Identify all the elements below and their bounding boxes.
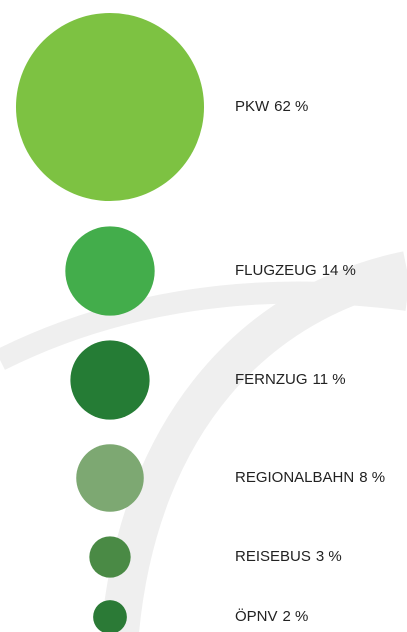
bubble-label: FERNZUG 11 % bbox=[235, 371, 346, 388]
value-label: 2 % bbox=[283, 608, 309, 625]
bubble-label: PKW 62 % bbox=[235, 98, 308, 115]
category-label: PKW bbox=[235, 98, 270, 115]
background-watermark bbox=[0, 251, 407, 632]
bubble bbox=[76, 444, 144, 512]
value-label: 14 % bbox=[322, 262, 356, 279]
category-label: REGIONALBAHN bbox=[235, 469, 354, 486]
bubble bbox=[15, 12, 205, 202]
bubble-label: REGIONALBAHN 8 % bbox=[235, 469, 385, 486]
watermark-arc bbox=[101, 251, 407, 632]
value-label: 11 % bbox=[313, 371, 346, 388]
category-label: FERNZUG bbox=[235, 371, 308, 388]
bubble bbox=[65, 226, 155, 316]
value-label: 8 % bbox=[359, 469, 385, 486]
watermark-arc bbox=[0, 281, 407, 370]
value-label: 62 % bbox=[274, 98, 308, 115]
category-label: ÖPNV bbox=[235, 607, 278, 625]
bubble-label: REISEBUS 3 % bbox=[235, 548, 342, 565]
category-label: REISEBUS bbox=[235, 548, 311, 565]
bubble-label: ÖPNV 2 % bbox=[235, 607, 308, 625]
bubble-label: FLUGZEUG 14 % bbox=[235, 262, 356, 279]
category-label: FLUGZEUG bbox=[235, 262, 317, 279]
bubble bbox=[93, 600, 127, 632]
bubble bbox=[89, 536, 131, 578]
value-label: 3 % bbox=[316, 548, 342, 565]
bubble bbox=[70, 340, 150, 420]
